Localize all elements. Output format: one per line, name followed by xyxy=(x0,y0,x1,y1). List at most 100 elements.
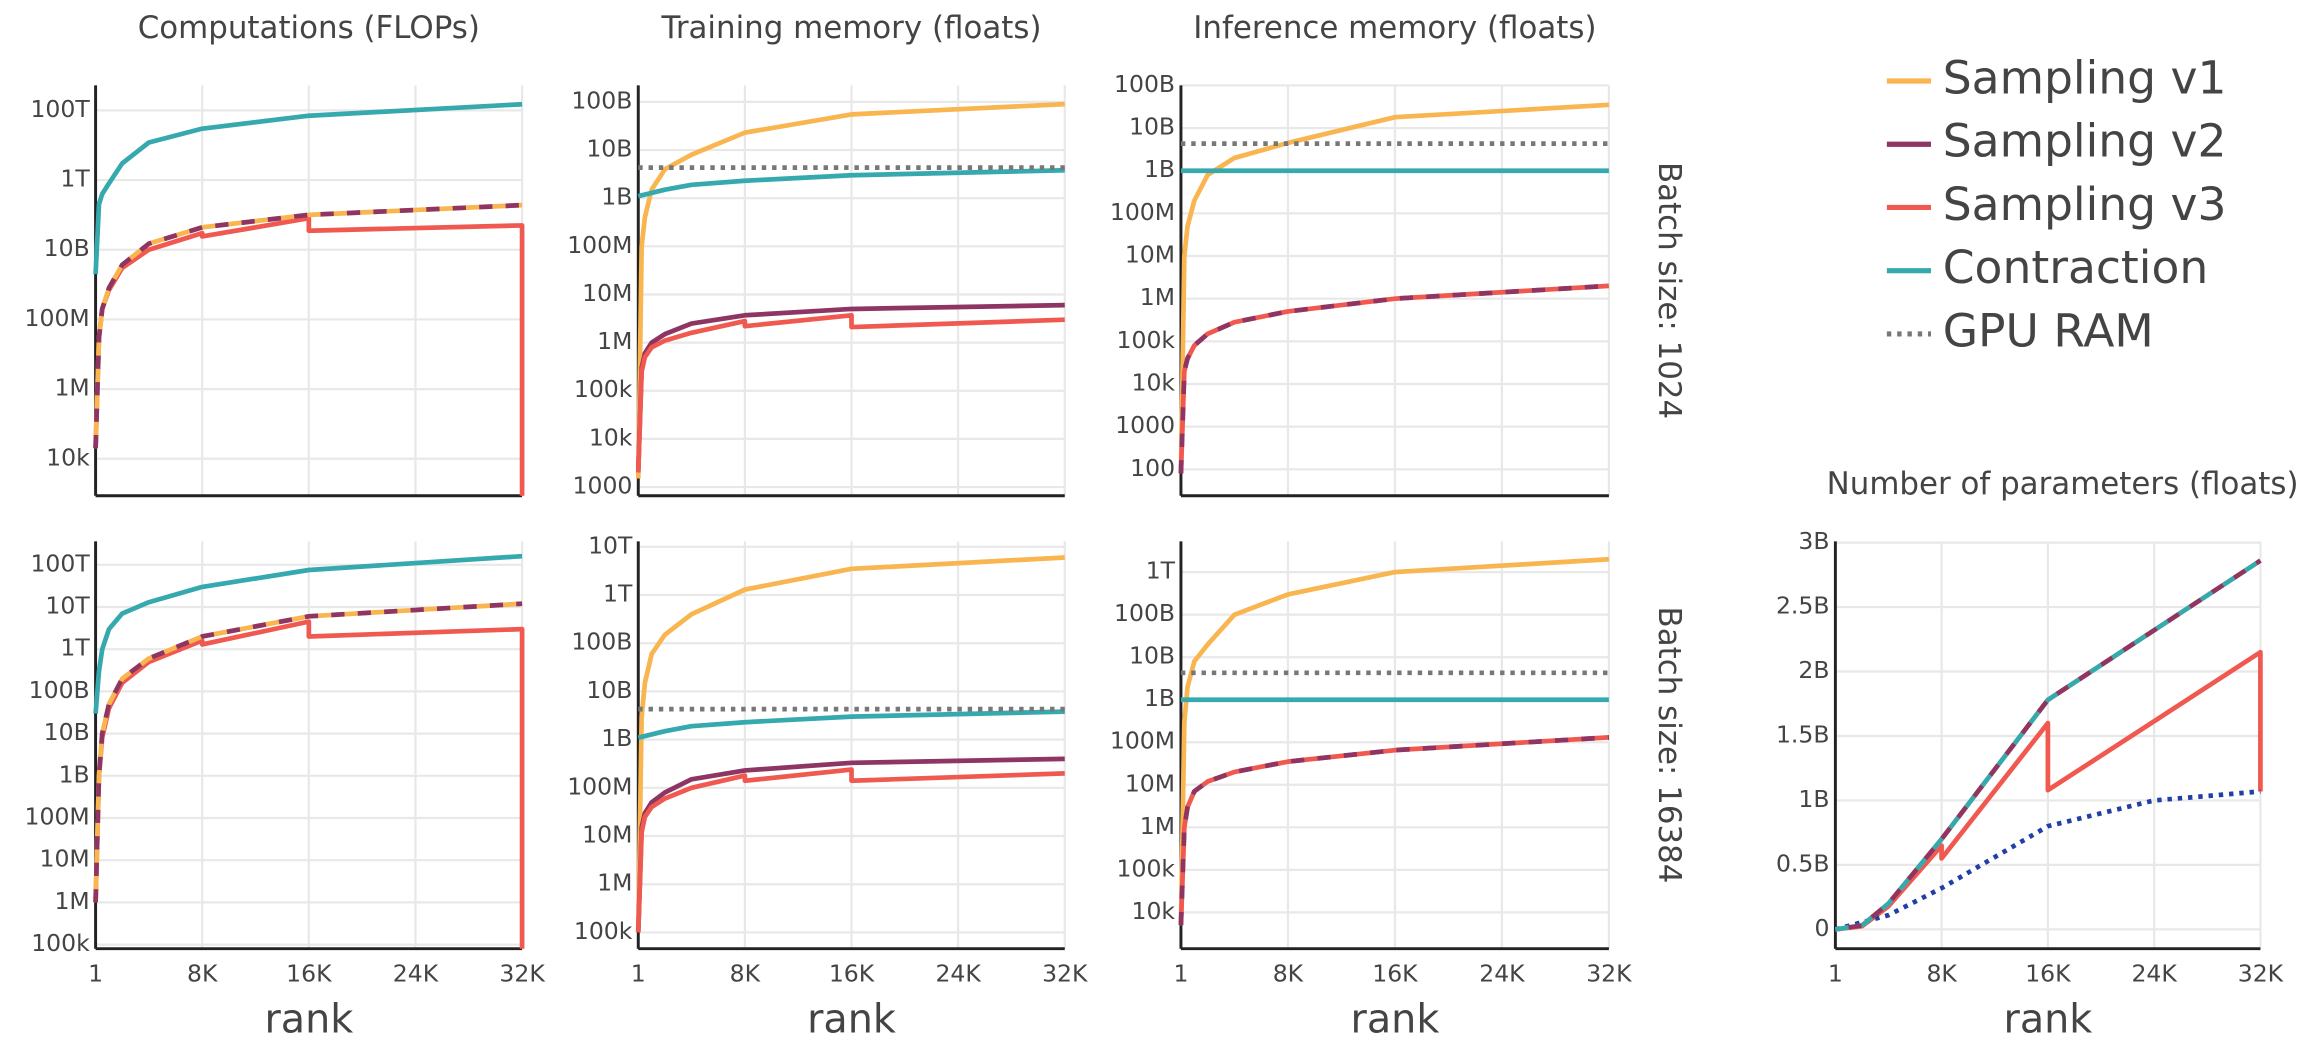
y-tick-label: 1M xyxy=(1140,812,1175,840)
y-tick-label: 1000 xyxy=(1115,411,1175,439)
y-tick-label: 100k xyxy=(31,929,90,957)
y-tick-label: 100k xyxy=(574,375,633,403)
y-tick-label: 100B xyxy=(29,676,90,704)
series-line: Sampling v2 xyxy=(93,601,523,903)
y-tick-label: 1T xyxy=(603,580,633,608)
y-tick-label: 1B xyxy=(601,724,632,752)
series-line: Sampling v3 xyxy=(1178,735,1610,926)
legend-label: Sampling v1 xyxy=(1943,52,2227,105)
y-tick-label: 100k xyxy=(1117,854,1176,882)
x-tick-label: 1 xyxy=(631,960,646,988)
y-tick-label: 100k xyxy=(1117,326,1176,354)
series-line: Contraction xyxy=(637,709,1065,740)
y-tick-label: 10M xyxy=(582,279,632,307)
y-tick-label: 100B xyxy=(571,628,632,656)
x-tick-label: 8K xyxy=(730,960,761,988)
y-tick-label: 10k xyxy=(46,443,90,471)
x-tick-label: 1 xyxy=(1173,960,1188,988)
y-tick-label: 10M xyxy=(1125,769,1175,797)
x-tick-label: 32K xyxy=(2238,960,2284,988)
y-tick-label: 10T xyxy=(45,592,90,620)
y-tick-label: 10B xyxy=(44,718,90,746)
y-tick-label: 1M xyxy=(54,887,89,915)
x-tick-label: 1 xyxy=(88,960,103,988)
x-axis-label: rank xyxy=(264,997,353,1040)
y-tick-label: 10B xyxy=(1129,113,1175,141)
x-tick-label: 24K xyxy=(935,960,981,988)
y-tick-label: 100 xyxy=(1130,454,1175,482)
y-tick-label: 0.5B xyxy=(1776,849,1830,877)
x-tick-label: 16K xyxy=(2025,960,2071,988)
x-axis-label: rank xyxy=(2004,997,2093,1040)
x-tick-label: 8K xyxy=(1273,960,1304,988)
y-tick-label: 2.5B xyxy=(1776,592,1830,620)
x-tick-label: 8K xyxy=(1926,960,1957,988)
y-tick-label: 100B xyxy=(571,86,632,114)
y-tick-label: 1B xyxy=(59,760,90,788)
y-tick-label: 3B xyxy=(1798,527,1829,555)
y-tick-label: 10M xyxy=(1125,241,1175,269)
y-tick-label: 1T xyxy=(60,165,90,193)
x-tick-label: 32K xyxy=(1042,960,1088,988)
y-tick-label: 0 xyxy=(1815,914,1830,942)
y-tick-label: 10M xyxy=(39,845,89,873)
y-tick-label: 100M xyxy=(567,772,632,800)
y-tick-label: 1B xyxy=(1798,785,1829,813)
y-tick-label: 100M xyxy=(1110,198,1175,226)
y-tick-label: 1M xyxy=(597,869,632,897)
y-tick-label: 1T xyxy=(60,634,90,662)
row-label: Batch size: 16384 xyxy=(1651,607,1687,884)
y-tick-label: 100M xyxy=(25,803,90,831)
series-line: Contraction xyxy=(93,553,523,714)
chart-title: Training memory (floats) xyxy=(661,10,1042,46)
legend-label: GPU RAM xyxy=(1943,304,2154,357)
y-tick-label: 10k xyxy=(1132,368,1176,396)
y-tick-label: 10T xyxy=(588,531,633,559)
y-tick-label: 1B xyxy=(601,183,632,211)
series-line: Sampling v2 xyxy=(1178,283,1610,474)
y-tick-label: 10k xyxy=(589,423,633,451)
y-tick-label: 100M xyxy=(25,304,90,332)
x-tick-label: 1 xyxy=(1828,960,1843,988)
x-tick-label: 24K xyxy=(393,960,439,988)
x-axis-label: rank xyxy=(807,997,896,1040)
y-tick-label: 10B xyxy=(586,676,632,704)
y-tick-label: 100k xyxy=(574,917,633,945)
y-tick-label: 1B xyxy=(1144,155,1175,183)
y-tick-label: 10B xyxy=(586,135,632,163)
series-line: Contraction xyxy=(93,101,523,275)
x-tick-label: 32K xyxy=(499,960,545,988)
y-tick-label: 10M xyxy=(582,821,632,849)
y-tick-label: 10B xyxy=(1129,642,1175,670)
series-line: Sampling v2 xyxy=(93,202,523,449)
y-tick-label: 10B xyxy=(44,234,90,262)
x-tick-label: 32K xyxy=(1586,960,1632,988)
y-tick-label: 100B xyxy=(1114,70,1175,98)
y-tick-label: 1B xyxy=(1144,684,1175,712)
y-tick-label: 100T xyxy=(30,549,90,577)
series-line xyxy=(635,101,1065,479)
y-tick-label: 10k xyxy=(1132,897,1176,925)
series-line: Sampling v2 xyxy=(1835,558,2262,932)
y-tick-label: 1M xyxy=(54,374,89,402)
chart-title: Number of parameters (floats) xyxy=(1827,466,2299,502)
series-line xyxy=(1834,789,2261,932)
y-tick-label: 100M xyxy=(1110,727,1175,755)
y-tick-label: 2B xyxy=(1798,656,1829,684)
x-tick-label: 16K xyxy=(286,960,332,988)
y-tick-label: 1.5B xyxy=(1776,720,1830,748)
series-line: Sampling v1 xyxy=(635,555,1065,933)
series-line: Sampling v3 xyxy=(635,767,1065,933)
x-tick-label: 24K xyxy=(1479,960,1525,988)
x-tick-label: 8K xyxy=(187,960,218,988)
row-label: Batch size: 1024 xyxy=(1651,162,1687,419)
y-tick-label: 100M xyxy=(567,231,632,259)
y-tick-label: 100T xyxy=(30,95,90,123)
series-line xyxy=(637,167,1065,199)
series-line: Sampling v1 xyxy=(1178,102,1610,474)
y-tick-label: 1M xyxy=(1140,283,1175,311)
legend-label: Sampling v2 xyxy=(1943,115,2227,168)
series-line xyxy=(635,312,1065,473)
